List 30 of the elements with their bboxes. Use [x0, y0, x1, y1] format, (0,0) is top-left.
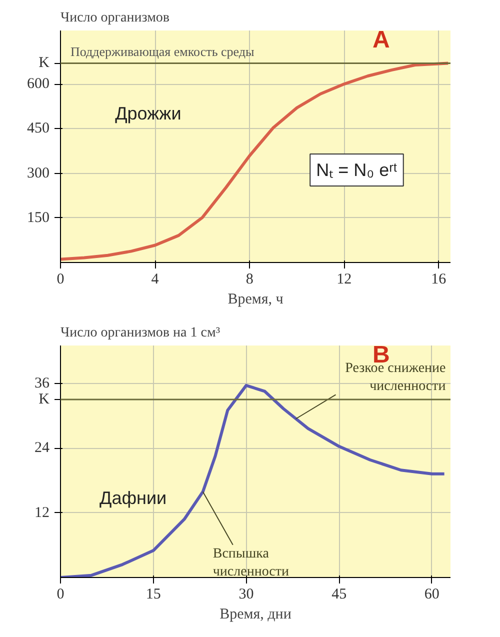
x-tick-label: 4 — [151, 272, 160, 288]
annotation: Дафнии — [100, 488, 167, 508]
line-series — [60, 384, 446, 578]
x-tick-label: 16 — [431, 272, 447, 288]
y-tick-label: 300 — [27, 165, 50, 182]
annotation: Nₜ = N₀ eʳᵗ — [316, 160, 398, 180]
y-axis-title: Число организмов на 1 см³ — [60, 326, 220, 340]
x-axis-title: Время, дни — [220, 606, 292, 622]
annotation: Вспышка численности — [212, 546, 290, 580]
x-tick-label: 12 — [336, 272, 352, 288]
x-tick-label: 0 — [56, 586, 64, 602]
annotation: A — [372, 26, 390, 54]
annotation: Дрожжи — [115, 103, 182, 124]
x-tick-label: 45 — [332, 586, 347, 602]
y-axis-title: Число организмов — [60, 10, 170, 26]
x-tick-label: 15 — [146, 586, 161, 602]
x-tick-label: 30 — [238, 586, 254, 602]
y-tick-label: 36 — [34, 375, 50, 392]
x-tick-label: 0 — [56, 272, 64, 288]
ref-line-label: Поддерживающая емкость среды — [70, 44, 254, 60]
y-tick-label: 12 — [34, 504, 50, 521]
y-tick-label: 450 — [27, 120, 50, 137]
x-tick-label: 8 — [246, 272, 254, 288]
y-tick-label: 600 — [27, 76, 50, 92]
y-tick-label: 150 — [27, 210, 50, 226]
x-tick-label: 60 — [424, 586, 440, 602]
y-tick-label: K — [38, 55, 50, 72]
x-axis-title: Время, ч — [228, 292, 284, 308]
y-tick-label: K — [38, 391, 50, 408]
y-tick-label: 24 — [34, 440, 50, 456]
